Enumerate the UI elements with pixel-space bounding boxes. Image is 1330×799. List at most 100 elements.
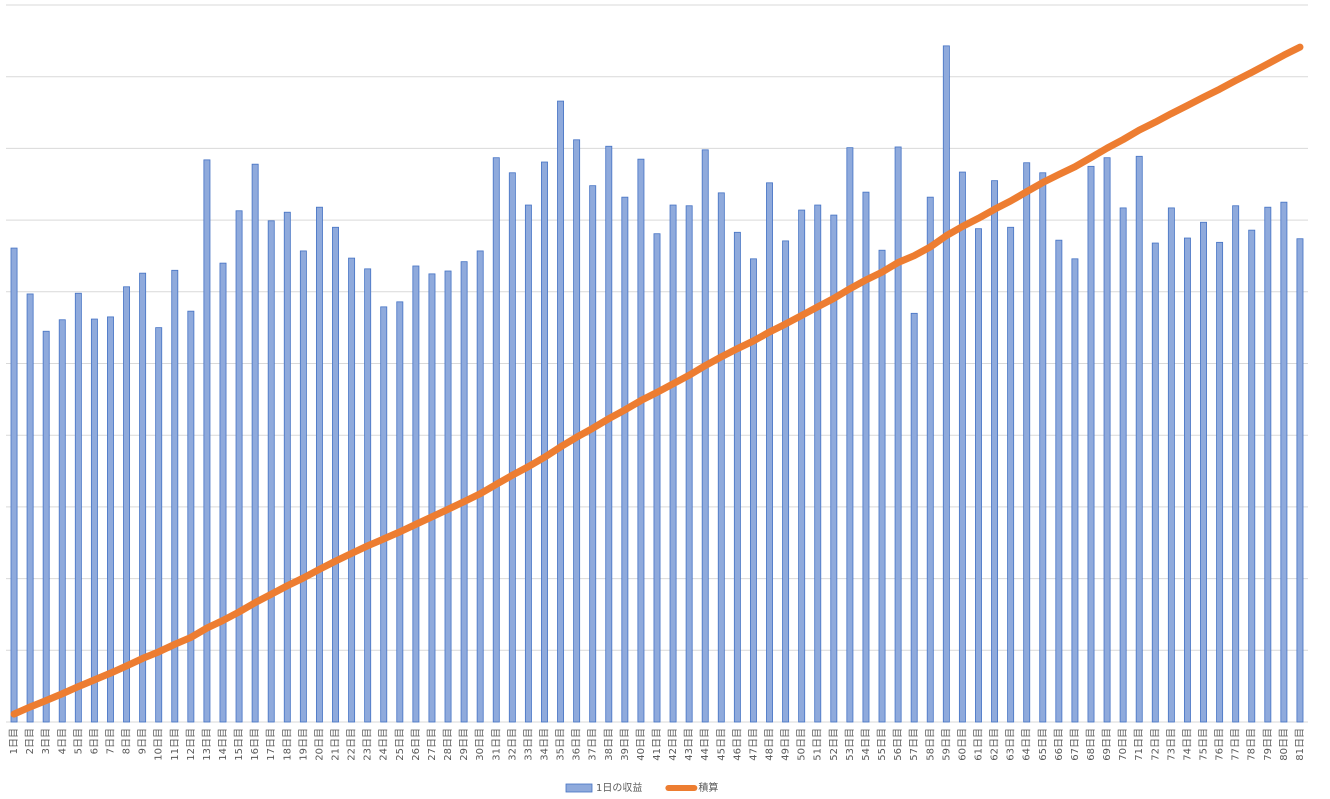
x-tick-label: 73日目 xyxy=(1166,728,1177,761)
x-tick-label: 20日目 xyxy=(314,728,325,761)
bar xyxy=(58,319,66,723)
x-tick-label: 61日目 xyxy=(973,728,984,761)
bar xyxy=(958,171,966,723)
x-tick-label: 15日目 xyxy=(234,728,245,761)
bar xyxy=(991,180,999,723)
bar xyxy=(74,292,82,723)
bar xyxy=(685,205,693,723)
x-tick-label: 64日目 xyxy=(1022,728,1033,761)
x-tick-label: 13日目 xyxy=(202,728,213,761)
bar xyxy=(1296,238,1304,723)
x-tick-label: 74日目 xyxy=(1182,728,1193,761)
bar xyxy=(203,159,211,723)
bar xyxy=(1039,172,1047,723)
bar xyxy=(315,206,323,723)
x-tick-label: 76日目 xyxy=(1215,728,1226,761)
x-tick-label: 53日目 xyxy=(845,728,856,761)
bar xyxy=(476,250,484,723)
bar xyxy=(299,250,307,723)
bar xyxy=(1216,241,1224,723)
x-tick-label: 46日目 xyxy=(732,728,743,761)
x-tick-label: 78日目 xyxy=(1247,728,1258,761)
x-tick-label: 54日目 xyxy=(861,728,872,761)
bar xyxy=(1151,242,1159,723)
x-tick-label: 34日目 xyxy=(539,728,550,761)
bar xyxy=(492,157,500,723)
legend-swatch xyxy=(565,783,593,793)
x-tick-label: 26日目 xyxy=(411,728,422,761)
x-tick-label: 29日目 xyxy=(459,728,470,761)
bar xyxy=(283,211,291,723)
bar xyxy=(910,312,918,723)
bar xyxy=(364,268,372,723)
bar xyxy=(1135,155,1143,723)
line xyxy=(10,43,1304,718)
x-tick-label: 19日目 xyxy=(298,728,309,761)
x-tick-label: 23日目 xyxy=(363,728,374,761)
legend-label: 積算 xyxy=(698,781,718,794)
x-tick-label: 28日目 xyxy=(443,728,454,761)
bar xyxy=(396,301,404,723)
x-tick-label: 22日目 xyxy=(347,728,358,761)
x-tick-label: 6日目 xyxy=(89,728,100,754)
x-tick-label: 44日目 xyxy=(700,728,711,761)
bar xyxy=(1248,229,1256,723)
bar xyxy=(1280,201,1288,723)
bar xyxy=(942,45,950,723)
x-tick-label: 59日目 xyxy=(941,728,952,761)
x-tick-label: 1日目 xyxy=(9,728,20,754)
x-tick-label: 43日目 xyxy=(684,728,695,761)
bar xyxy=(1071,258,1079,723)
x-tick-label: 49日目 xyxy=(781,728,792,761)
bar xyxy=(139,272,147,723)
x-tick-label: 4日目 xyxy=(57,728,68,754)
x-tick-label: 9日目 xyxy=(138,728,149,754)
x-tick-label: 57日目 xyxy=(909,728,920,761)
bar xyxy=(605,145,613,723)
x-tick-label: 38日目 xyxy=(604,728,615,761)
bar xyxy=(1200,221,1207,723)
bar xyxy=(749,258,757,723)
bar xyxy=(766,182,773,723)
bar xyxy=(557,100,565,723)
x-tick-label: 77日目 xyxy=(1231,728,1242,761)
x-tick-label: 79日目 xyxy=(1263,728,1274,761)
x-tick-label: 2日目 xyxy=(25,728,36,754)
bar xyxy=(428,273,436,723)
x-tick-label: 32日目 xyxy=(507,728,518,761)
x-tick-label: 42日目 xyxy=(668,728,679,761)
x-tick-label: 16日目 xyxy=(250,728,261,761)
x-tick-label: 60日目 xyxy=(957,728,968,761)
bar xyxy=(1055,239,1063,723)
bar xyxy=(42,330,50,723)
x-tick-label: 50日目 xyxy=(797,728,808,761)
bar xyxy=(798,209,806,723)
legend-label: 1日の収益 xyxy=(596,781,642,794)
bar xyxy=(1183,237,1191,723)
x-tick-label: 36日目 xyxy=(572,728,583,761)
bar xyxy=(782,240,790,723)
bar xyxy=(1119,207,1127,723)
bar xyxy=(26,293,34,723)
x-tick-label: 17日目 xyxy=(266,728,277,761)
bar xyxy=(90,318,98,723)
bar xyxy=(894,146,902,723)
x-tick-label: 14日目 xyxy=(218,728,229,761)
bar xyxy=(10,247,18,723)
bar xyxy=(332,226,339,723)
bar xyxy=(637,158,645,723)
x-tick-label: 48日目 xyxy=(765,728,776,761)
x-tick-label: 75日目 xyxy=(1199,728,1210,761)
x-tick-label: 70日目 xyxy=(1118,728,1129,761)
bar xyxy=(508,172,516,723)
bar xyxy=(1007,226,1015,723)
x-tick-label: 68日目 xyxy=(1086,728,1097,761)
x-tick-label: 45日目 xyxy=(716,728,727,761)
bar xyxy=(669,204,677,723)
x-tick-label: 27日目 xyxy=(427,728,438,761)
bar xyxy=(733,231,741,723)
x-tick-label: 47日目 xyxy=(748,728,759,761)
x-tick-label: 25日目 xyxy=(395,728,406,761)
bar xyxy=(1023,162,1031,723)
